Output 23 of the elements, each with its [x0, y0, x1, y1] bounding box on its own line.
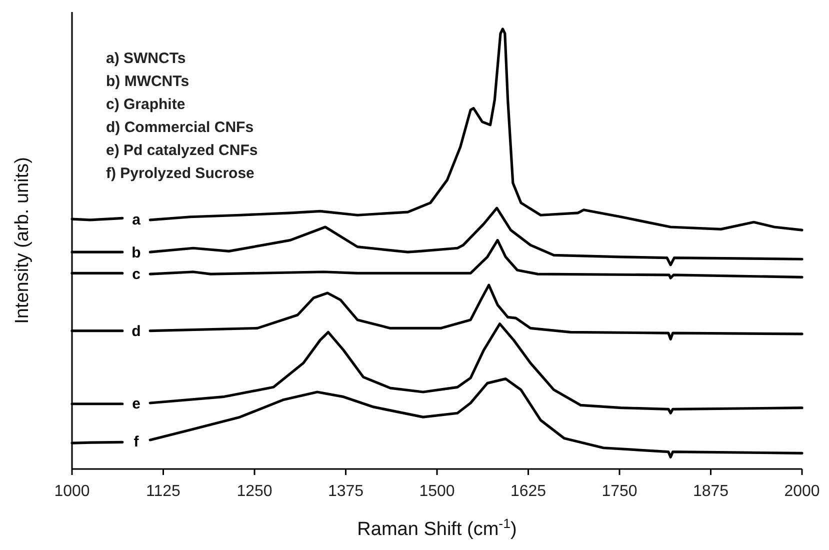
- series-label: e: [132, 396, 140, 413]
- series-label: f: [134, 433, 140, 450]
- y-axis-title: Intensity (arb. units): [12, 157, 33, 324]
- x-axis-title: Raman Shift (cm$^{-1}$): [357, 516, 517, 540]
- series-label: b: [132, 244, 141, 262]
- x-tick-label: 1500: [419, 483, 455, 500]
- series-label: d: [132, 323, 141, 340]
- x-tick-label: 1375: [328, 483, 364, 500]
- x-tick-label: 1125: [146, 483, 181, 500]
- annotation: e) Pd catalyzed CNFs: [106, 142, 258, 159]
- annotation: d) Commercial CNFs: [106, 119, 254, 136]
- annotation: b) MWCNTs: [106, 73, 190, 90]
- series-label: c: [132, 266, 140, 283]
- x-tick-label: 1750: [602, 483, 638, 500]
- x-tick-label: 1625: [510, 483, 546, 500]
- x-tick-label: 1250: [236, 483, 272, 500]
- annotation: a) SWNCTs: [106, 50, 186, 67]
- annotation: c) Graphite: [106, 96, 186, 113]
- series-label: a: [132, 211, 142, 228]
- x-tick-label: 2000: [784, 483, 820, 500]
- x-tick-label: 1875: [692, 483, 729, 500]
- annotation: f) Pyrolyzed Sucrose: [106, 165, 254, 182]
- x-tick-label: 1000: [54, 483, 90, 500]
